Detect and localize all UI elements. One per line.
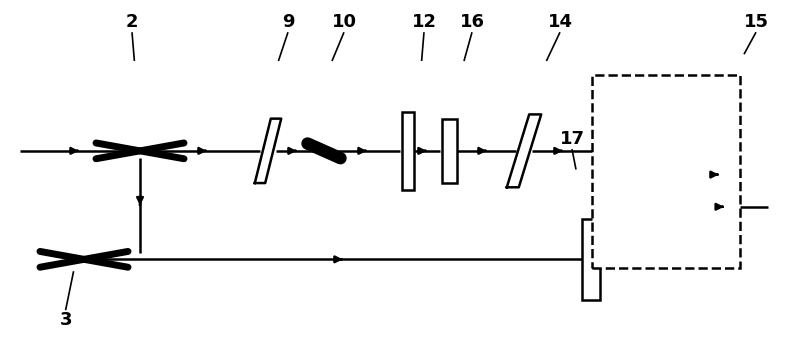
Bar (582, 219, 600, 300)
Text: 14: 14 (547, 13, 573, 31)
Text: 3: 3 (59, 311, 72, 330)
Text: 16: 16 (459, 13, 485, 31)
Text: 15: 15 (743, 13, 769, 31)
Text: 17: 17 (559, 130, 585, 148)
Text: 9: 9 (282, 13, 294, 31)
Bar (402, 112, 414, 190)
Text: 10: 10 (331, 13, 357, 31)
Polygon shape (254, 119, 282, 183)
Bar (608, 207, 678, 247)
Bar (592, 75, 740, 268)
Bar (442, 119, 457, 183)
Text: 12: 12 (411, 13, 437, 31)
Bar (608, 98, 678, 139)
Text: 2: 2 (126, 13, 138, 31)
Polygon shape (507, 114, 542, 187)
